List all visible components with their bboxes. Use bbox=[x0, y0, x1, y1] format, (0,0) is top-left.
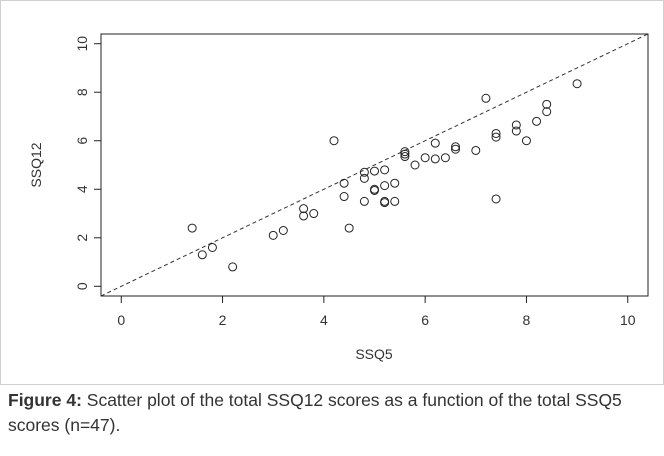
data-points bbox=[187, 79, 582, 272]
x-tick-label: 2 bbox=[219, 312, 227, 328]
data-point bbox=[309, 209, 319, 219]
scatter-plot: 0 2 4 6 8 10 0 2 4 6 8 10 SSQ5 SSQ12 bbox=[0, 0, 664, 385]
data-point bbox=[187, 223, 197, 233]
data-point bbox=[344, 223, 354, 233]
x-tick-label: 4 bbox=[320, 312, 328, 328]
data-point bbox=[339, 192, 349, 202]
data-point bbox=[370, 166, 379, 176]
reference-line bbox=[100, 33, 649, 297]
data-point bbox=[400, 152, 410, 162]
caption-label: Figure 4: bbox=[8, 390, 82, 410]
data-point bbox=[430, 154, 440, 164]
data-point bbox=[380, 181, 390, 191]
data-point bbox=[491, 194, 501, 204]
data-point bbox=[380, 198, 390, 208]
data-point bbox=[440, 153, 450, 163]
data-point bbox=[420, 153, 430, 163]
figure-caption: Figure 4: Scatter plot of the total SSQ1… bbox=[8, 388, 658, 438]
data-point bbox=[491, 132, 501, 142]
data-point bbox=[278, 226, 288, 235]
y-tick-label: 10 bbox=[74, 36, 90, 52]
x-tick-label: 0 bbox=[117, 312, 125, 328]
data-point bbox=[410, 160, 420, 170]
data-point bbox=[481, 93, 491, 103]
data-point bbox=[299, 211, 309, 221]
data-point bbox=[491, 128, 501, 138]
data-point bbox=[329, 136, 339, 146]
data-point bbox=[390, 196, 400, 206]
data-point bbox=[400, 147, 410, 157]
x-tick-label: 10 bbox=[620, 312, 636, 328]
data-point bbox=[359, 196, 369, 206]
data-point bbox=[359, 173, 369, 183]
x-axis-title: SSQ5 bbox=[355, 346, 393, 362]
y-tick-label: 8 bbox=[74, 88, 90, 96]
y-axis: 0 2 4 6 8 10 bbox=[74, 36, 102, 290]
data-point bbox=[400, 149, 410, 159]
x-tick-label: 8 bbox=[523, 312, 531, 328]
x-tick-label: 6 bbox=[421, 312, 429, 328]
x-axis: 0 2 4 6 8 10 bbox=[117, 295, 636, 328]
y-tick-label: 0 bbox=[74, 282, 90, 290]
data-point bbox=[572, 79, 582, 89]
data-point bbox=[471, 145, 481, 155]
data-point bbox=[451, 144, 461, 154]
data-point bbox=[430, 138, 440, 148]
data-point bbox=[390, 178, 400, 188]
data-point bbox=[511, 126, 521, 136]
y-axis-title: SSQ12 bbox=[28, 142, 44, 187]
data-point bbox=[511, 120, 521, 130]
data-point bbox=[197, 250, 207, 260]
y-tick-label: 4 bbox=[74, 185, 90, 193]
data-point bbox=[451, 142, 461, 152]
data-point bbox=[359, 167, 369, 177]
data-point bbox=[542, 99, 552, 109]
data-point bbox=[521, 136, 531, 146]
data-point bbox=[380, 165, 390, 175]
data-point bbox=[268, 230, 278, 240]
figure-frame bbox=[0, 0, 664, 385]
data-point bbox=[207, 242, 217, 252]
data-point bbox=[370, 185, 379, 195]
y-tick-label: 2 bbox=[74, 234, 90, 242]
data-point bbox=[532, 116, 542, 126]
data-point bbox=[339, 178, 349, 188]
data-point bbox=[542, 107, 552, 117]
data-point bbox=[228, 262, 238, 272]
data-point bbox=[299, 204, 309, 214]
caption-text: Scatter plot of the total SSQ12 scores a… bbox=[8, 390, 622, 435]
y-tick-label: 6 bbox=[74, 137, 90, 145]
